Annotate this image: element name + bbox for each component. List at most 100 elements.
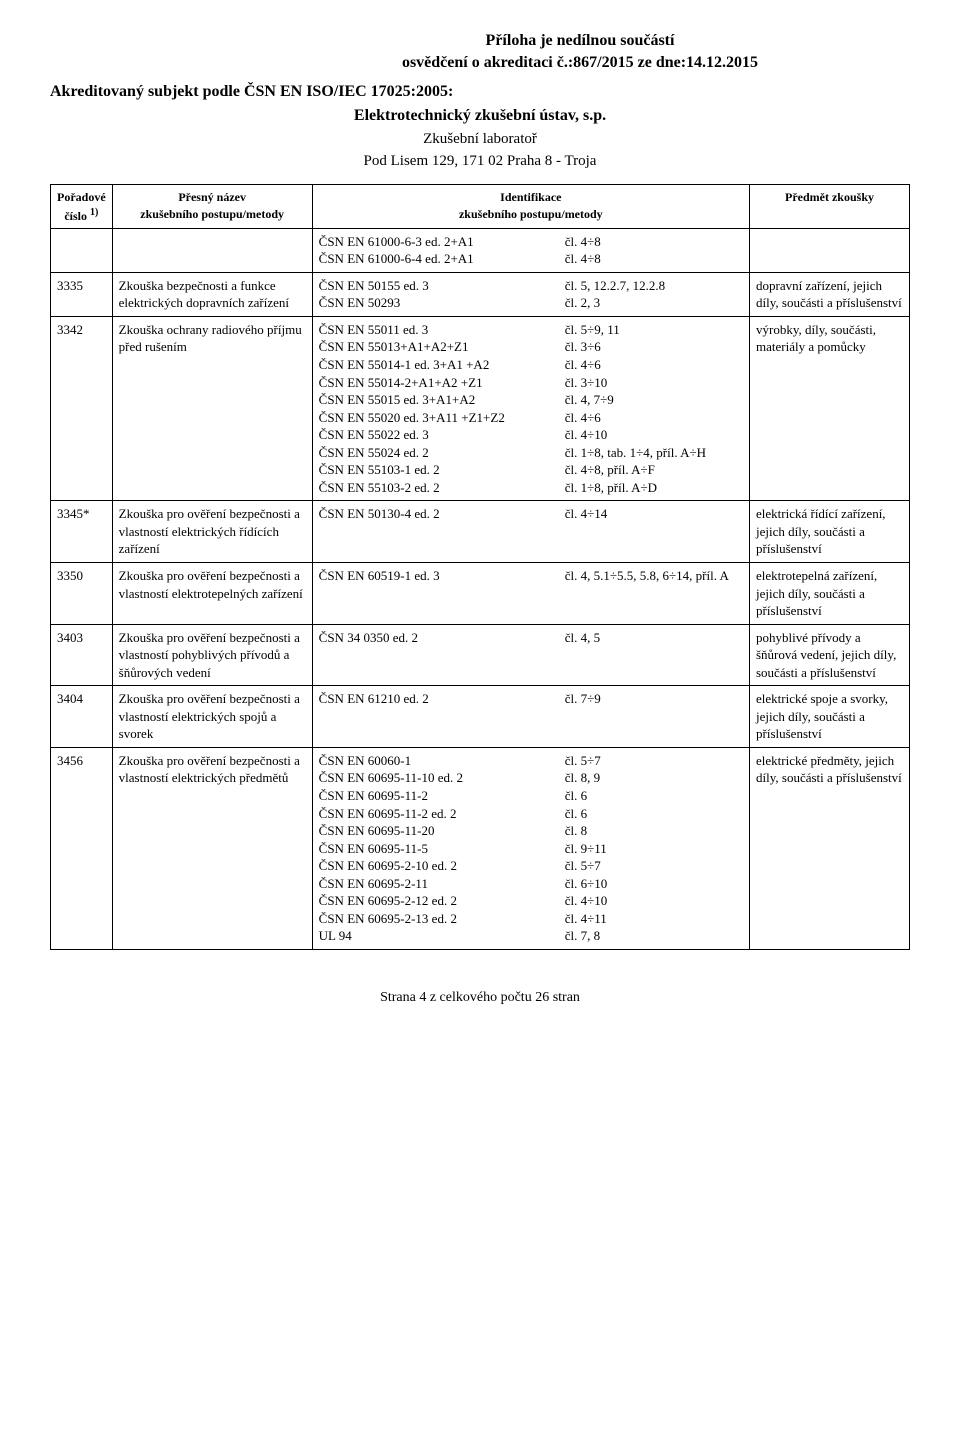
ident-standard: ČSN EN 55015 ed. 3+A1+A2: [319, 391, 565, 409]
ident-standard: ČSN EN 55020 ed. 3+A11 +Z1+Z2: [319, 409, 565, 427]
ident-clause: čl. 9÷11: [565, 840, 743, 858]
ident-clause: čl. 5÷7: [565, 752, 743, 770]
cell-name: Zkouška ochrany radiového příjmu před ru…: [112, 316, 312, 500]
ident-standard: ČSN EN 60695-2-11: [319, 875, 565, 893]
table-row: 3342Zkouška ochrany radiového příjmu pře…: [51, 316, 910, 500]
ident-clause: čl. 2, 3: [565, 294, 743, 312]
ident-line: ČSN EN 50155 ed. 3čl. 5, 12.2.7, 12.2.8: [319, 277, 743, 295]
cell-ident: ČSN EN 61210 ed. 2čl. 7÷9: [312, 686, 749, 748]
col-header-num: Pořadové číslo 1): [51, 185, 113, 228]
ident-clause: čl. 5÷7: [565, 857, 743, 875]
ident-clause: čl. 4, 5.1÷5.5, 5.8, 6÷14, příl. A: [565, 567, 743, 585]
ident-standard: ČSN EN 50130-4 ed. 2: [319, 505, 565, 523]
ident-standard: ČSN EN 60695-2-10 ed. 2: [319, 857, 565, 875]
ident-standard: ČSN EN 60695-2-12 ed. 2: [319, 892, 565, 910]
ident-line: ČSN EN 55014-2+A1+A2 +Z1čl. 3÷10: [319, 374, 743, 392]
table-row: 3456Zkouška pro ověření bezpečnosti a vl…: [51, 747, 910, 949]
ident-standard: UL 94: [319, 927, 565, 945]
ident-standard: ČSN EN 55103-1 ed. 2: [319, 461, 565, 479]
ident-standard: ČSN EN 55013+A1+A2+Z1: [319, 338, 565, 356]
ident-standard: ČSN EN 60695-11-2 ed. 2: [319, 805, 565, 823]
main-table: Pořadové číslo 1) Přesný název zkušebníh…: [50, 184, 910, 950]
ident-standard: ČSN EN 60695-2-13 ed. 2: [319, 910, 565, 928]
table-row: 3335Zkouška bezpečnosti a funkce elektri…: [51, 272, 910, 316]
ident-clause: čl. 8: [565, 822, 743, 840]
ident-clause: čl. 5, 12.2.7, 12.2.8: [565, 277, 743, 295]
cell-subject: elektrická řídící zařízení, jejich díly,…: [750, 501, 910, 563]
ident-standard: ČSN EN 55103-2 ed. 2: [319, 479, 565, 497]
cell-name: Zkouška pro ověření bezpečnosti a vlastn…: [112, 624, 312, 686]
ident-line: ČSN EN 55011 ed. 3čl. 5÷9, 11: [319, 321, 743, 339]
ident-standard: ČSN EN 55014-1 ed. 3+A1 +A2: [319, 356, 565, 374]
ident-line: ČSN EN 60695-11-2 ed. 2čl. 6: [319, 805, 743, 823]
cell-ident: ČSN EN 60060-1čl. 5÷7ČSN EN 60695-11-10 …: [312, 747, 749, 949]
ident-line: ČSN 34 0350 ed. 2čl. 4, 5: [319, 629, 743, 647]
ident-clause: čl. 3÷10: [565, 374, 743, 392]
ident-clause: čl. 3÷6: [565, 338, 743, 356]
ident-line: ČSN EN 55014-1 ed. 3+A1 +A2čl. 4÷6: [319, 356, 743, 374]
cell-name: [112, 228, 312, 272]
ident-standard: ČSN EN 60695-11-5: [319, 840, 565, 858]
ident-line: ČSN EN 60695-2-13 ed. 2čl. 4÷11: [319, 910, 743, 928]
ident-standard: ČSN EN 60695-11-20: [319, 822, 565, 840]
ident-standard: ČSN EN 60519-1 ed. 3: [319, 567, 565, 585]
cell-ident: ČSN EN 61000-6-3 ed. 2+A1čl. 4÷8ČSN EN 6…: [312, 228, 749, 272]
ident-clause: čl. 7÷9: [565, 690, 743, 708]
col-header-ident: Identifikace zkušebního postupu/metody: [312, 185, 749, 228]
cell-subject: dopravní zařízení, jejich díly, součásti…: [750, 272, 910, 316]
ident-line: ČSN EN 55015 ed. 3+A1+A2čl. 4, 7÷9: [319, 391, 743, 409]
cell-ident: ČSN EN 50155 ed. 3čl. 5, 12.2.7, 12.2.8Č…: [312, 272, 749, 316]
header-org-block: Elektrotechnický zkušební ústav, s.p. Zk…: [50, 105, 910, 172]
cell-subject: výrobky, díly, součásti, materiály a pom…: [750, 316, 910, 500]
cell-ident: ČSN EN 55011 ed. 3čl. 5÷9, 11ČSN EN 5501…: [312, 316, 749, 500]
cell-num: 3335: [51, 272, 113, 316]
table-body: ČSN EN 61000-6-3 ed. 2+A1čl. 4÷8 ČSN EN 6…: [51, 228, 910, 949]
ident-line: ČSN EN 60695-11-5čl. 9÷11: [319, 840, 743, 858]
ident-line: ČSN EN 55022 ed. 3čl. 4÷10: [319, 426, 743, 444]
header-org: Elektrotechnický zkušební ústav, s.p.: [354, 107, 606, 124]
ident-line: ČSN EN 60695-2-10 ed. 2čl. 5÷7: [319, 857, 743, 875]
ident-standard: ČSN EN 55014-2+A1+A2 +Z1: [319, 374, 565, 392]
ident-clause: čl. 4÷8: [565, 233, 743, 251]
ident-line: ČSN EN 60519-1 ed. 3čl. 4, 5.1÷5.5, 5.8,…: [319, 567, 743, 585]
ident-line: ČSN EN 60695-2-11čl. 6÷10: [319, 875, 743, 893]
header-addr: Pod Lisem 129, 171 02 Praha 8 - Troja: [364, 153, 597, 169]
ident-standard: ČSN 34 0350 ed. 2: [319, 629, 565, 647]
cell-num: 3350: [51, 563, 113, 625]
ident-clause: čl. 1÷8, příl. A÷D: [565, 479, 743, 497]
ident-clause: čl. 8, 9: [565, 769, 743, 787]
table-row: 3350Zkouška pro ověření bezpečnosti a vl…: [51, 563, 910, 625]
cell-name: Zkouška bezpečnosti a funkce elektrickýc…: [112, 272, 312, 316]
col-header-subj: Předmět zkoušky: [750, 185, 910, 228]
ident-standard: ČSN EN 61210 ed. 2: [319, 690, 565, 708]
table-row: 3403Zkouška pro ověření bezpečnosti a vl…: [51, 624, 910, 686]
table-row: ČSN EN 61000-6-3 ed. 2+A1čl. 4÷8ČSN EN 6…: [51, 228, 910, 272]
cell-num: 3342: [51, 316, 113, 500]
ident-line: ČSN EN 60695-2-12 ed. 2čl. 4÷10: [319, 892, 743, 910]
ident-line: ČSN EN 55103-1 ed. 2čl. 4÷8, příl. A÷F: [319, 461, 743, 479]
ident-line: ČSN EN 55013+A1+A2+Z1čl. 3÷6: [319, 338, 743, 356]
cell-ident: ČSN 34 0350 ed. 2čl. 4, 5: [312, 624, 749, 686]
ident-line: ČSN EN 55020 ed. 3+A11 +Z1+Z2čl. 4÷6: [319, 409, 743, 427]
cell-subject: pohyblivé přívody a šňůrová vedení, jeji…: [750, 624, 910, 686]
ident-standard: ČSN EN 60060-1: [319, 752, 565, 770]
cell-name: Zkouška pro ověření bezpečnosti a vlastn…: [112, 563, 312, 625]
cell-ident: ČSN EN 60519-1 ed. 3čl. 4, 5.1÷5.5, 5.8,…: [312, 563, 749, 625]
ident-clause: čl. 6: [565, 805, 743, 823]
ident-clause: čl. 6: [565, 787, 743, 805]
ident-line: ČSN EN 60695-11-2čl. 6: [319, 787, 743, 805]
ident-clause: čl. 4÷8, příl. A÷F: [565, 461, 743, 479]
col-header-name: Přesný název zkušebního postupu/metody: [112, 185, 312, 228]
ident-standard: ČSN EN 55022 ed. 3: [319, 426, 565, 444]
ident-clause: čl. 4, 7÷9: [565, 391, 743, 409]
ident-line: ČSN EN 61000-6-3 ed. 2+A1čl. 4÷8: [319, 233, 743, 251]
header-line2: osvědčení o akreditaci č.:867/2015 ze dn…: [402, 54, 758, 71]
cell-subject: elektrické předměty, jejich díly, součás…: [750, 747, 910, 949]
ident-clause: čl. 6÷10: [565, 875, 743, 893]
ident-standard: ČSN EN 60695-11-2: [319, 787, 565, 805]
ident-clause: čl. 4÷6: [565, 409, 743, 427]
ident-line: ČSN EN 60695-11-20čl. 8: [319, 822, 743, 840]
ident-clause: čl. 4÷6: [565, 356, 743, 374]
ident-line: ČSN EN 55103-2 ed. 2čl. 1÷8, příl. A÷D: [319, 479, 743, 497]
cell-num: 3345*: [51, 501, 113, 563]
